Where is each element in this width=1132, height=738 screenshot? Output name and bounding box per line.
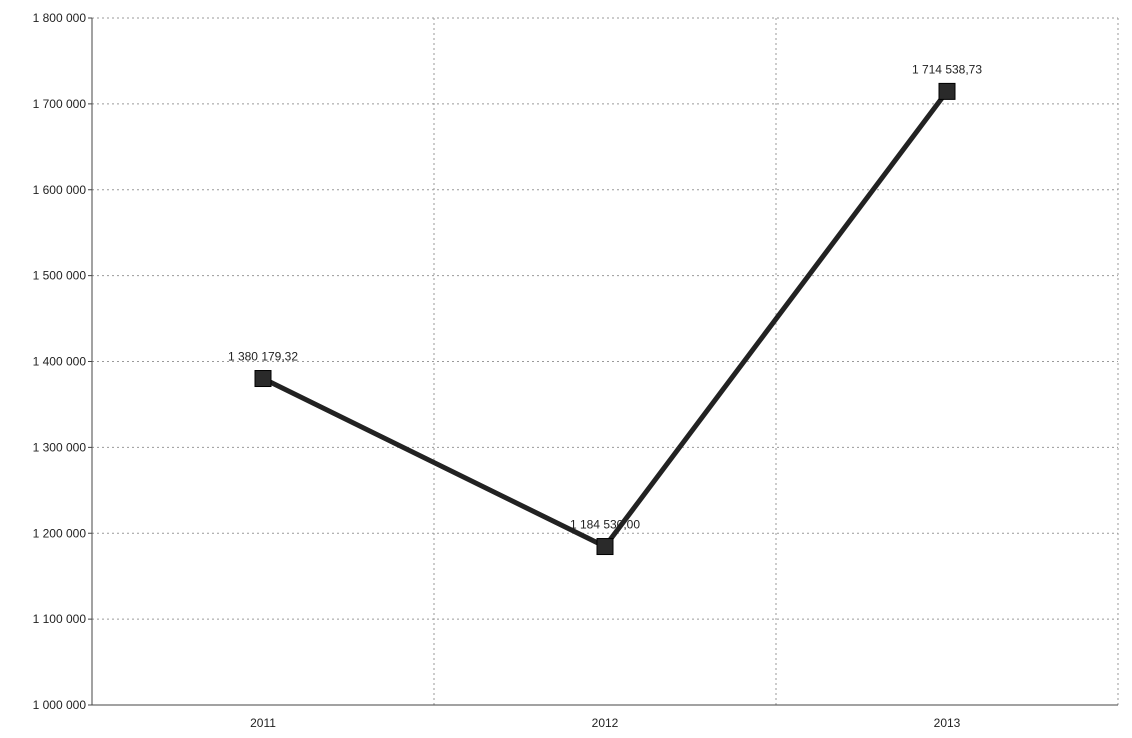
axes (88, 17, 1118, 706)
grid (92, 17, 1119, 705)
series-line (260, 88, 950, 550)
y-tick-label: 1 300 000 (33, 440, 87, 454)
data-labels: 1 380 179,32 1 184 530,00 1 714 538,73 (228, 62, 982, 531)
y-tick-label: 1 800 000 (33, 11, 87, 25)
x-tick-label: 2011 (250, 716, 276, 730)
y-tick-label: 1 500 000 (33, 269, 87, 283)
data-label: 1 380 179,32 (228, 350, 298, 364)
data-point-marker (254, 370, 272, 388)
data-point-marker (596, 538, 614, 556)
data-point-marker (938, 82, 956, 100)
x-axis-ticks: 2011 2012 2013 (250, 716, 961, 730)
data-label: 1 714 538,73 (912, 62, 982, 76)
x-tick-label: 2012 (592, 716, 619, 730)
y-tick-label: 1 000 000 (33, 698, 87, 712)
y-tick-label: 1 700 000 (33, 97, 87, 111)
data-label: 1 184 530,00 (570, 518, 640, 532)
y-tick-label: 1 400 000 (33, 355, 87, 369)
series-group (254, 82, 956, 556)
x-tick-label: 2013 (934, 716, 961, 730)
y-tick-label: 1 100 000 (33, 612, 87, 626)
y-tick-label: 1 200 000 (33, 526, 87, 540)
y-tick-label: 1 600 000 (33, 183, 87, 197)
y-axis-ticks: 1 000 000 1 100 000 1 200 000 1 300 000 1 40… (33, 11, 87, 712)
